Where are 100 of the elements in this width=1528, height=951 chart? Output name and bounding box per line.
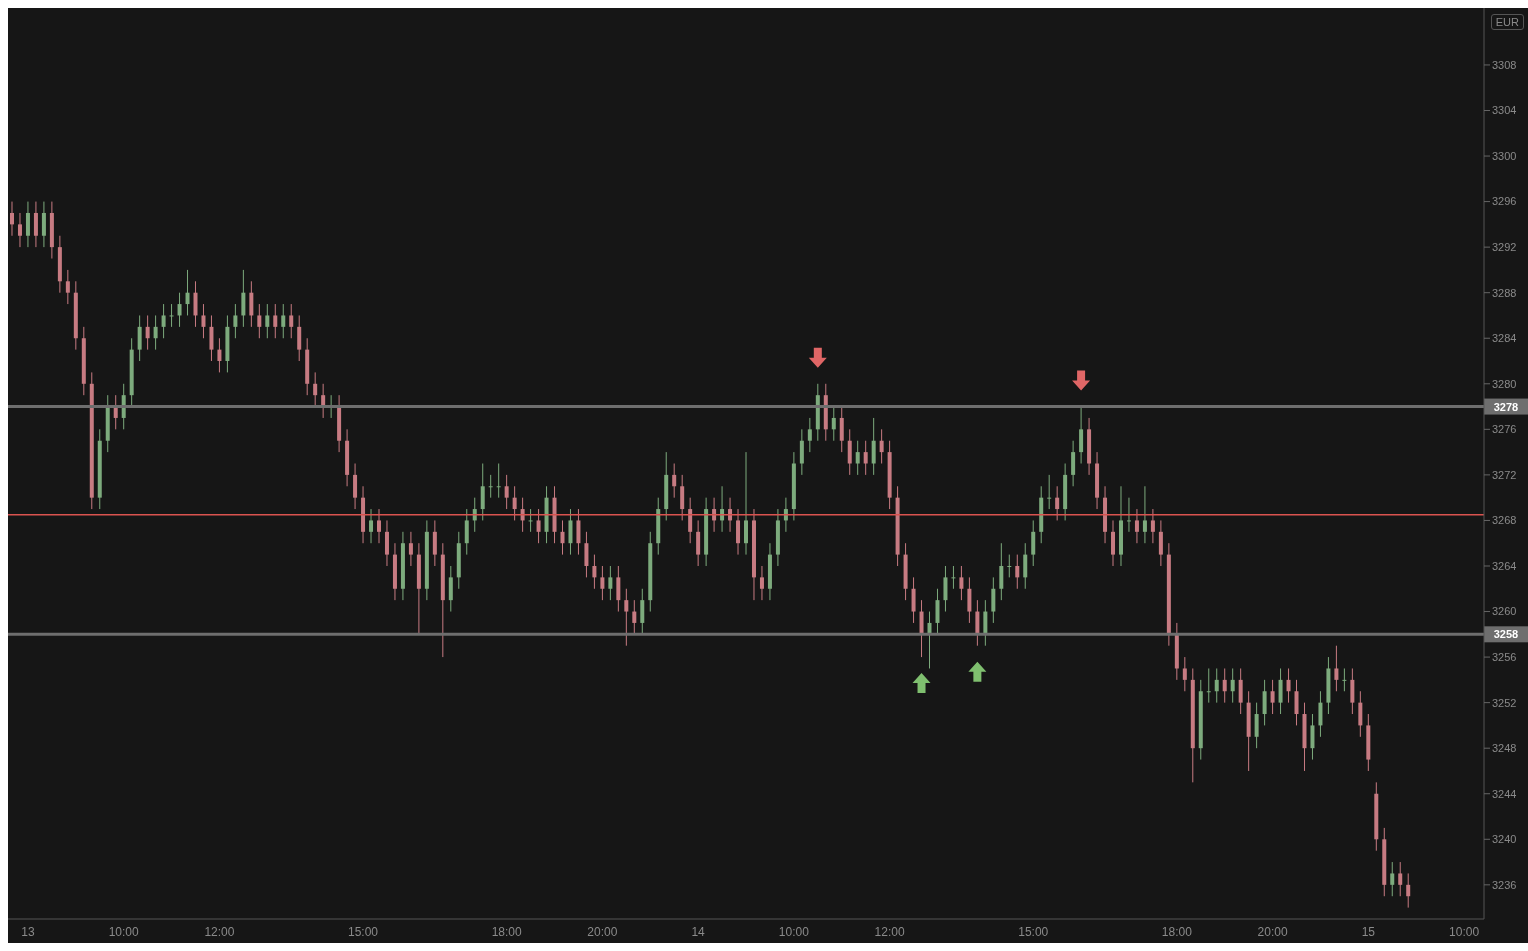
y-tick-label: 3308 bbox=[1492, 58, 1517, 71]
candlestick bbox=[313, 371, 318, 408]
candlestick bbox=[185, 269, 190, 316]
y-tick-label: 3248 bbox=[1492, 742, 1517, 755]
candlestick bbox=[839, 406, 844, 453]
candlestick bbox=[1350, 667, 1355, 715]
candlestick bbox=[496, 463, 501, 499]
candlestick bbox=[1334, 645, 1339, 692]
candlestick bbox=[1015, 554, 1020, 590]
candlestick bbox=[959, 565, 964, 601]
candlestick bbox=[257, 303, 262, 339]
y-tick-label: 3304 bbox=[1492, 104, 1517, 117]
candlestick bbox=[807, 417, 812, 453]
candlestick bbox=[831, 406, 836, 442]
y-tick-label: 3256 bbox=[1492, 650, 1517, 663]
candlestick bbox=[1294, 679, 1299, 726]
candlestick bbox=[1222, 667, 1227, 704]
candlestick bbox=[672, 463, 677, 499]
x-tick-label: 14 bbox=[691, 924, 706, 939]
candlestick bbox=[464, 508, 469, 556]
x-tick-label: 13 bbox=[21, 924, 35, 939]
candlestick bbox=[1055, 485, 1060, 521]
x-tick-label: 18:00 bbox=[1161, 924, 1193, 939]
candlestick bbox=[1071, 440, 1076, 487]
candlestick bbox=[696, 519, 701, 567]
candlestick bbox=[568, 508, 573, 556]
candlestick bbox=[560, 519, 565, 556]
candlestick bbox=[1238, 667, 1243, 715]
y-tick-label: 3288 bbox=[1492, 286, 1517, 299]
candlestick bbox=[1111, 519, 1116, 567]
candlestick bbox=[369, 508, 374, 544]
candlestick bbox=[1318, 690, 1323, 738]
y-tick-label: 3280 bbox=[1492, 377, 1517, 390]
text: EUR bbox=[1490, 14, 1524, 30]
candlestick bbox=[512, 485, 517, 521]
y-tick-label: 3240 bbox=[1492, 833, 1517, 846]
candlestick bbox=[935, 588, 940, 635]
candlestick bbox=[951, 565, 956, 590]
candlestick bbox=[600, 565, 605, 601]
candlestick bbox=[273, 303, 278, 339]
candlestick bbox=[504, 474, 509, 510]
candlestick bbox=[983, 599, 988, 647]
x-tick-label: 20:00 bbox=[1257, 924, 1288, 939]
candlestick bbox=[999, 542, 1004, 601]
candlestick bbox=[736, 508, 741, 556]
candlestick bbox=[488, 474, 493, 499]
candlestick bbox=[759, 565, 764, 601]
candlestick bbox=[153, 314, 158, 351]
x-tick-label: 12:00 bbox=[874, 924, 905, 939]
candlestick bbox=[855, 440, 860, 476]
x-tick-label: 15 bbox=[1361, 924, 1376, 939]
y-tick-label: 3296 bbox=[1492, 195, 1517, 208]
candlestick bbox=[943, 565, 948, 613]
candlestick bbox=[967, 576, 972, 624]
candlestick bbox=[249, 280, 254, 328]
candlestick bbox=[1079, 406, 1084, 464]
candlestick bbox=[448, 565, 453, 613]
candlestick bbox=[384, 519, 389, 567]
candlestick bbox=[1286, 667, 1291, 704]
candlestick bbox=[353, 463, 358, 510]
candlestick bbox=[17, 212, 22, 248]
candlestick bbox=[1158, 519, 1163, 567]
y-tick-label: 3300 bbox=[1492, 149, 1517, 162]
candlestick bbox=[233, 303, 238, 339]
candlestick bbox=[201, 303, 206, 339]
candlestick bbox=[432, 519, 437, 567]
candlestick bbox=[265, 303, 270, 339]
candlestick bbox=[863, 440, 868, 476]
candlestick bbox=[1278, 667, 1283, 715]
candlestick bbox=[480, 463, 485, 521]
candlestick bbox=[1390, 861, 1395, 897]
candlestick bbox=[991, 576, 996, 624]
candlestick bbox=[680, 474, 685, 521]
candlestick bbox=[1031, 519, 1036, 567]
candlestick bbox=[576, 508, 581, 556]
x-tick-label: 18:00 bbox=[491, 924, 522, 939]
candlestick bbox=[1398, 861, 1403, 897]
candlestick bbox=[592, 554, 597, 590]
candlestick bbox=[608, 565, 613, 601]
candlestick bbox=[145, 314, 150, 351]
x-tick-label: 20:00 bbox=[587, 924, 618, 939]
candlestick bbox=[799, 428, 804, 476]
candlestick bbox=[137, 314, 142, 362]
candlestick bbox=[209, 314, 214, 362]
candlestick bbox=[65, 269, 70, 305]
candlestick bbox=[871, 417, 876, 476]
candlestick bbox=[25, 201, 30, 248]
candlestick bbox=[624, 588, 629, 647]
ref-line-label: 3258 bbox=[1493, 628, 1519, 641]
x-tick-label: 10:00 bbox=[1449, 924, 1480, 939]
candlestick bbox=[1134, 508, 1139, 544]
candlestick bbox=[41, 201, 46, 248]
candlestick bbox=[744, 451, 749, 556]
candlestick bbox=[161, 303, 166, 339]
candlestick bbox=[688, 497, 693, 544]
candlestick bbox=[1047, 474, 1052, 510]
candlestick bbox=[281, 303, 286, 339]
x-tick-label: 15:00 bbox=[1018, 924, 1049, 939]
x-tick-label: 10:00 bbox=[108, 924, 140, 939]
candlestick bbox=[847, 428, 852, 476]
